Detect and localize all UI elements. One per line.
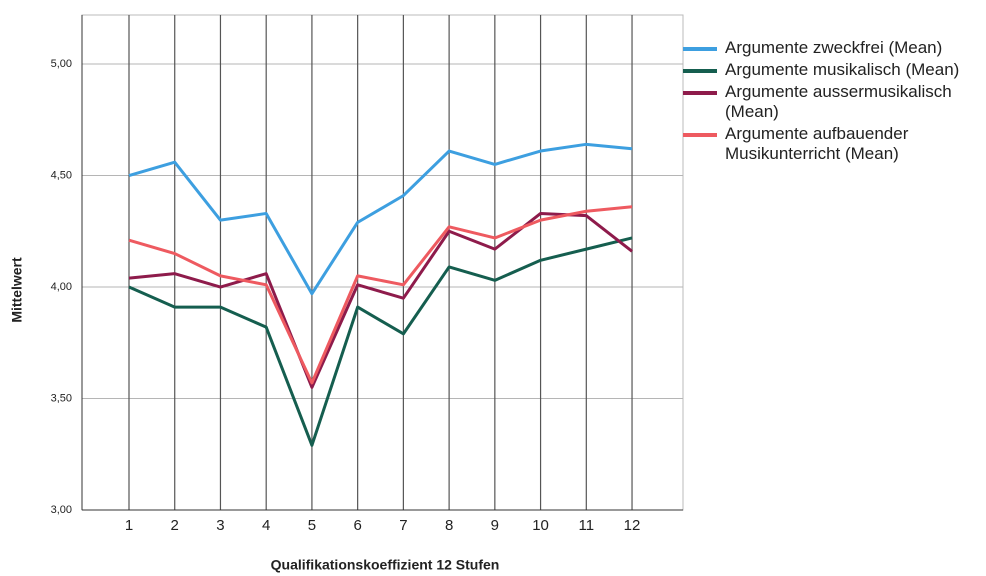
y-tick-label: 3,50 [51, 392, 72, 404]
x-tick-label: 8 [445, 517, 453, 534]
legend-swatch [683, 133, 717, 137]
series-line [128, 142, 633, 296]
legend-label: Argumente aussermusikalisch (Mean) [725, 82, 952, 121]
legend-label: Argumente zweckfrei (Mean) [725, 38, 943, 57]
series-line [128, 211, 633, 389]
x-tick-label: 6 [353, 517, 361, 534]
x-tick-label: 10 [532, 517, 549, 534]
x-axis-label: Qualifikationskoeffizient 12 Stufen [271, 557, 500, 573]
x-tick-label: 11 [579, 517, 595, 534]
legend-item: Argumente musikalisch (Mean) [683, 60, 983, 80]
series-line [128, 205, 633, 385]
x-tick-label: 4 [262, 517, 270, 534]
x-tick-label: 7 [399, 517, 407, 534]
y-axis-label: Mittelwert [9, 257, 25, 323]
legend-swatch [683, 47, 717, 51]
x-tick-label: 5 [308, 517, 316, 534]
legend-swatch [683, 91, 717, 95]
x-tick-label: 12 [624, 517, 641, 534]
plot-area [81, 14, 684, 511]
legend-swatch [683, 69, 717, 73]
y-tick-label: 4,50 [51, 169, 72, 181]
x-tick-label: 3 [216, 517, 224, 534]
legend-label: Argumente aufbauender Musikunterricht (M… [725, 124, 909, 163]
legend-label: Argumente musikalisch (Mean) [725, 60, 960, 79]
series-line [128, 236, 633, 447]
x-tick-label: 1 [125, 517, 133, 534]
legend-item: Argumente zweckfrei (Mean) [683, 38, 983, 58]
legend-item: Argumente aussermusikalisch (Mean) [683, 82, 983, 122]
y-tick-label: 3,00 [51, 504, 72, 516]
x-tick-label: 2 [171, 517, 179, 534]
legend-item: Argumente aufbauender Musikunterricht (M… [683, 124, 983, 164]
x-tick-label: 9 [491, 517, 499, 534]
legend: Argumente zweckfrei (Mean) Argumente musi… [683, 38, 983, 166]
y-tick-label: 5,00 [51, 58, 72, 70]
y-tick-label: 4,00 [51, 281, 72, 293]
